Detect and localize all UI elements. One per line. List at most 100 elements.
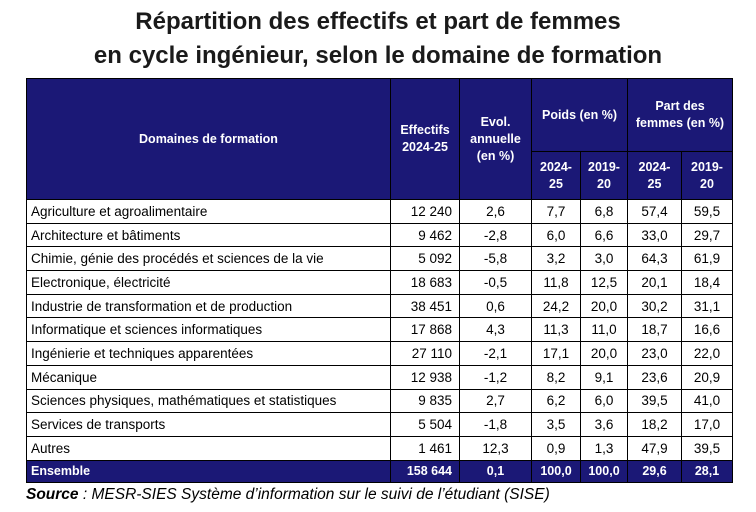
cell-domaine: Services de transports [26,412,391,437]
cell-poids-2024: 11,3 [531,317,581,343]
table-row: Services de transports 5 504 -1,8 3,5 3,… [26,412,733,437]
table-row: Ingénierie et techniques apparentées 27 … [26,341,733,366]
cell-femmes-2024: 20,1 [627,270,682,295]
table-row: Sciences physiques, mathématiques et sta… [26,388,733,414]
cell-domaine: Autres [26,435,391,461]
cell-domaine: Chimie, génie des procédés et sciences d… [26,246,391,272]
table-row: Agriculture et agroalimentaire 12 240 2,… [26,199,733,224]
cell-poids-2024: 0,9 [531,435,581,461]
table-row: Architecture et bâtiments 9 462 -2,8 6,0… [26,222,733,248]
header-femmes-line2: femmes (en %) [635,116,725,130]
header-evol-line2: annuelle [470,131,521,146]
cell-effectifs: 27 110 [390,341,460,366]
cell-evol: 2,6 [459,199,532,224]
header-femmes-line1: Part des [655,99,705,113]
page-title-line-1: Répartition des effectifs et part de fem… [135,8,621,35]
cell-poids-2019: 20,0 [580,293,628,319]
cell-femmes-2019: 61,9 [681,246,733,272]
cell-femmes-2019: 16,6 [681,317,733,343]
cell-evol: -1,2 [459,364,532,390]
cell-poids-2019: 100,0 [580,459,628,483]
header-evol: Evol. annuelle (en %) [459,78,532,200]
cell-poids-2019: 1,3 [580,435,628,461]
cell-domaine: Industrie de transformation et de produc… [26,293,391,319]
cell-effectifs: 9 835 [390,388,460,414]
table-row: Autres 1 461 12,3 0,9 1,3 47,9 39,5 [26,435,733,461]
cell-poids-2019: 6,8 [580,199,628,224]
cell-poids-2024: 7,7 [531,199,581,224]
header-effectifs: Effectifs 2024-25 [390,78,460,200]
cell-evol: 2,7 [459,388,532,414]
cell-femmes-2019: 20,9 [681,364,733,390]
cell-poids-2019: 9,1 [580,364,628,390]
cell-femmes-2019: 29,7 [681,222,733,248]
cell-evol: 12,3 [459,435,532,461]
cell-poids-2024: 6,0 [531,222,581,248]
header-effectifs-line2: 2024-25 [402,140,448,154]
cell-domaine: Agriculture et agroalimentaire [26,199,391,224]
cell-evol: -2,8 [459,222,532,248]
cell-poids-2024: 11,8 [531,270,581,295]
source-label: Source [26,486,79,503]
cell-poids-2019: 20,0 [580,341,628,366]
table-row: Mécanique 12 938 -1,2 8,2 9,1 23,6 20,9 [26,364,733,390]
header-poids-2024: 2024- 25 [531,151,581,200]
cell-evol: 0,1 [459,459,532,483]
cell-femmes-2024: 64,3 [627,246,682,272]
cell-effectifs: 12 938 [390,364,460,390]
cell-femmes-2024: 23,6 [627,364,682,390]
header-femmes-2024: 2024- 25 [627,151,682,200]
header-effectifs-line1: Effectifs [400,123,450,137]
header-poids-2019-line1: 2019- [588,159,620,174]
cell-poids-2024: 8,2 [531,364,581,390]
cell-effectifs: 5 504 [390,412,460,437]
cell-domaine: Sciences physiques, mathématiques et sta… [26,388,391,414]
cell-evol: -5,8 [459,246,532,272]
cell-femmes-2019: 22,0 [681,341,733,366]
header-poids-2019-line2: 20 [597,176,611,191]
cell-evol: 4,3 [459,317,532,343]
cell-effectifs: 1 461 [390,435,460,461]
cell-effectifs: 9 462 [390,222,460,248]
cell-effectifs: 17 868 [390,317,460,343]
cell-femmes-2019: 41,0 [681,388,733,414]
cell-poids-2024: 6,2 [531,388,581,414]
cell-poids-2019: 6,0 [580,388,628,414]
source-note: Source : MESR-SIES Système d’information… [26,486,550,504]
cell-poids-2024: 100,0 [531,459,581,483]
cell-poids-2024: 3,5 [531,412,581,437]
data-table: Domaines de formation Effectifs 2024-25 … [26,78,733,483]
cell-femmes-2024: 18,2 [627,412,682,437]
cell-evol: -1,8 [459,412,532,437]
cell-effectifs: 12 240 [390,199,460,224]
cell-effectifs: 5 092 [390,246,460,272]
header-femmes-2019-line1: 2019- [691,159,723,174]
cell-femmes-2019: 17,0 [681,412,733,437]
cell-femmes-2024: 57,4 [627,199,682,224]
table-row: Chimie, génie des procédés et sciences d… [26,246,733,272]
header-femmes-2024-line2: 25 [647,176,662,191]
cell-poids-2024: 24,2 [531,293,581,319]
cell-femmes-2024: 18,7 [627,317,682,343]
cell-domaine: Informatique et sciences informatiques [26,317,391,343]
cell-poids-2019: 12,5 [580,270,628,295]
cell-domaine: Mécanique [26,364,391,390]
cell-femmes-2024: 30,2 [627,293,682,319]
cell-poids-2019: 6,6 [580,222,628,248]
total-row: Ensemble 158 644 0,1 100,0 100,0 29,6 28… [26,459,733,483]
cell-femmes-2019: 59,5 [681,199,733,224]
cell-poids-2019: 11,0 [580,317,628,343]
cell-femmes-2019: 31,1 [681,293,733,319]
header-poids-2024-line1: 2024- [540,159,572,174]
header-poids-2019: 2019- 20 [580,151,628,200]
cell-poids-2024: 17,1 [531,341,581,366]
cell-domaine: Architecture et bâtiments [26,222,391,248]
cell-poids-2024: 3,2 [531,246,581,272]
cell-femmes-2019: 18,4 [681,270,733,295]
source-text: : MESR-SIES Système d’information sur le… [78,486,550,503]
page-title-line-2: en cycle ingénieur, selon le domaine de … [93,42,663,69]
cell-femmes-2019: 39,5 [681,435,733,461]
cell-effectifs: 38 451 [390,293,460,319]
header-femmes-2019: 2019- 20 [681,151,733,200]
table-row: Informatique et sciences informatiques 1… [26,317,733,343]
